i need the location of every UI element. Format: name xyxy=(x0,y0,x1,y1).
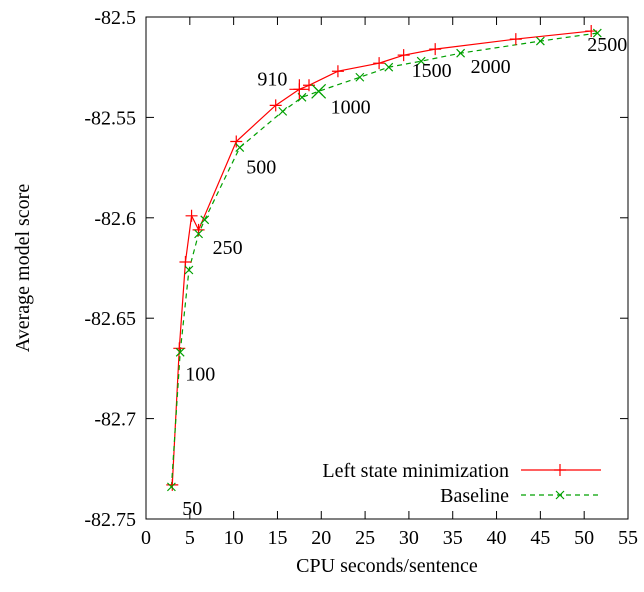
x-tick-label: 20 xyxy=(311,527,331,549)
data-point-marker xyxy=(355,72,365,82)
point-label: 1500 xyxy=(412,60,452,82)
y-tick-label: -82.7 xyxy=(94,409,136,431)
legend-label-left-state-minimization: Left state minimization xyxy=(322,460,509,482)
data-point-marker xyxy=(230,135,243,148)
data-point-marker xyxy=(194,229,204,239)
legend-label-baseline: Baseline xyxy=(440,485,509,507)
x-tick-label: 35 xyxy=(443,527,463,549)
y-axis-label: Average model score xyxy=(12,184,34,353)
point-label: 50 xyxy=(182,498,202,520)
data-point-marker xyxy=(373,57,386,70)
x-tick-label: 55 xyxy=(618,527,638,549)
x-tick-label: 10 xyxy=(224,527,244,549)
series-markers xyxy=(166,25,602,492)
y-tick-label: -82.75 xyxy=(84,509,136,531)
y-tick-label: -82.55 xyxy=(84,107,136,129)
legend: Left state minimization Baseline xyxy=(322,460,601,507)
data-point-marker xyxy=(278,106,288,116)
point-label: 2000 xyxy=(471,56,511,78)
x-tick-label: 0 xyxy=(141,527,151,549)
point-label: 2500 xyxy=(587,34,627,56)
data-point-marker xyxy=(535,36,545,46)
point-label: 910 xyxy=(257,68,287,90)
data-point-marker xyxy=(429,43,442,56)
data-point-marker xyxy=(269,99,282,112)
data-point-marker xyxy=(509,33,522,46)
x-tick-label: 40 xyxy=(487,527,507,549)
y-tick-label: -82.6 xyxy=(94,208,136,230)
data-point-marker xyxy=(175,347,185,357)
data-point-marker xyxy=(235,143,245,152)
data-point-marker xyxy=(166,478,179,491)
point-label: 250 xyxy=(213,237,243,259)
series-lines xyxy=(170,30,598,487)
data-point-marker xyxy=(184,265,194,275)
legend-marker-left-state-minimization xyxy=(554,464,566,476)
data-point-marker xyxy=(416,56,426,66)
data-point-marker xyxy=(331,65,344,78)
data-point-marker xyxy=(166,482,176,492)
point-label: 1000 xyxy=(331,96,371,118)
x-tick-label: 50 xyxy=(574,527,594,549)
data-point-marker xyxy=(456,48,466,58)
highlight-marker-910 xyxy=(289,79,310,100)
axis-ticks: 0 5 10 15 20 25 30 35 40 45 50 55 -82.75 -82.7 -82.65 -… xyxy=(84,7,638,549)
data-point-marker xyxy=(384,62,394,72)
y-tick-label: -82.5 xyxy=(94,7,136,29)
x-tick-label: 30 xyxy=(399,527,419,549)
x-axis-label: CPU seconds/sentence xyxy=(296,555,478,577)
data-point-marker xyxy=(592,28,602,38)
data-point-marker xyxy=(200,215,210,225)
legend-marker-baseline xyxy=(555,490,565,500)
x-tick-label: 5 xyxy=(185,527,195,549)
data-point-marker xyxy=(185,209,198,222)
data-point-marker xyxy=(397,49,410,62)
plot-frame xyxy=(145,16,629,520)
data-point-marker xyxy=(173,342,186,355)
x-tick-label: 25 xyxy=(355,527,375,549)
point-label: 500 xyxy=(246,156,276,178)
y-tick-label: -82.65 xyxy=(84,308,136,330)
series-line-1 xyxy=(170,32,598,487)
highlight-marker-1000 xyxy=(311,83,327,99)
point-label: 100 xyxy=(185,363,215,385)
x-tick-label: 45 xyxy=(530,527,550,549)
x-tick-label: 15 xyxy=(267,527,287,549)
point-labels: 50 100 250 500 910 1000 1500 2000 2500 xyxy=(182,34,627,520)
